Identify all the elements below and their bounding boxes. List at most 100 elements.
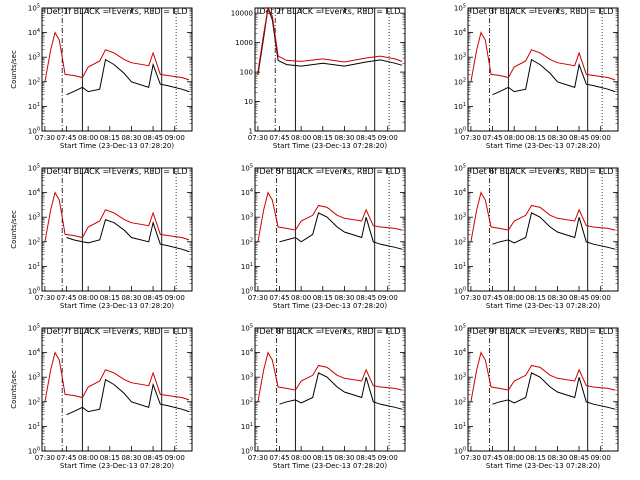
x-tick-label: 07:45 (269, 134, 289, 142)
plot-frame (41, 327, 193, 452)
chart-title: Det 5f BLACK = Events, RED = LLD (259, 167, 400, 176)
x-tick-label: 08:30 (121, 294, 141, 302)
x-tick-label: 08:00 (504, 134, 524, 142)
plot-frame (467, 327, 619, 452)
chart-panel-1: Det 1f BLACK = Events, RED = LLD 100 101 10… (10, 4, 193, 150)
x-tick-label: 09:00 (165, 454, 185, 462)
x-tick-label: 07:30 (461, 294, 481, 302)
y-tick-label: 100 (28, 447, 40, 456)
x-tick-label: 08:00 (291, 134, 311, 142)
y-tick-label: 10000 (231, 10, 253, 18)
chart-panel-8: Det 8f BLACK = Events, RED = LLD 100 101 10… (241, 324, 406, 470)
x-tick-label: 08:30 (547, 134, 567, 142)
chart-title: Det 7f BLACK = Events, RED = LLD (46, 327, 187, 336)
chart-panel-3: Det 3f BLACK = Events, RED = LLD 100 101 10… (454, 4, 619, 150)
y-tick-label: 101 (28, 102, 40, 111)
series-lld-line (470, 31, 616, 82)
series-events-line (66, 378, 190, 416)
chart-panel-2: Det 2f BLACK = Events, RED = LLD 1 10 100 10… (231, 6, 406, 150)
y-tick-label: 104 (454, 188, 466, 197)
y-tick-label: 104 (241, 188, 253, 197)
series-events-line (492, 372, 616, 410)
plot-frame (41, 167, 193, 292)
y-tick-label: 104 (28, 188, 40, 197)
x-tick-label: 08:30 (334, 294, 354, 302)
y-tick-label: 1 (249, 128, 253, 136)
series-lld-line (257, 191, 403, 242)
plot-frame (254, 327, 406, 452)
chart-panel-9: Det 9f BLACK = Events, RED = LLD 100 101 10… (454, 324, 619, 470)
plot-frame (467, 167, 619, 292)
y-tick-label: 104 (28, 348, 40, 357)
y-tick-label: 105 (28, 4, 40, 13)
x-tick-label: 07:45 (56, 134, 76, 142)
x-tick-label: 08:45 (356, 454, 376, 462)
x-tick-label: 08:15 (526, 294, 546, 302)
series-events-line (279, 372, 403, 410)
y-tick-label: 10 (244, 98, 253, 106)
y-tick-label: 103 (28, 373, 40, 382)
plot-frame (254, 167, 406, 292)
series-events-line (257, 7, 403, 75)
y-tick-label: 103 (241, 373, 253, 382)
y-tick-label: 103 (454, 53, 466, 62)
x-axis-label: Start Time (23-Dec-13 07:28:20) (60, 142, 174, 150)
series-events-line (492, 58, 616, 96)
y-tick-label: 101 (454, 102, 466, 111)
x-tick-label: 08:30 (547, 454, 567, 462)
chart-title: Det 4f BLACK = Events, RED = LLD (46, 167, 187, 176)
x-tick-label: 07:30 (35, 134, 55, 142)
y-tick-label: 102 (241, 237, 253, 246)
x-tick-label: 08:00 (291, 294, 311, 302)
chart-title: Det 8f BLACK = Events, RED = LLD (259, 327, 400, 336)
series-lld-line (44, 191, 190, 242)
chart-panel-5: Det 5f BLACK = Events, RED = LLD 100 101 10… (241, 164, 406, 310)
x-tick-label: 09:00 (378, 134, 398, 142)
x-tick-label: 08:15 (313, 134, 333, 142)
y-tick-label: 102 (454, 77, 466, 86)
x-axis-label: Start Time (23-Dec-13 07:28:20) (273, 142, 387, 150)
y-tick-label: 105 (28, 164, 40, 173)
x-tick-label: 08:00 (78, 134, 98, 142)
chart-panel-6: Det 6f BLACK = Events, RED = LLD 100 101 10… (454, 164, 619, 310)
plot-frame (254, 7, 406, 132)
x-tick-label: 07:30 (248, 454, 268, 462)
y-tick-label: 105 (454, 164, 466, 173)
x-tick-label: 07:45 (56, 454, 76, 462)
x-tick-label: 07:45 (482, 134, 502, 142)
x-tick-label: 09:00 (591, 454, 611, 462)
x-axis-label: Start Time (23-Dec-13 07:28:20) (273, 302, 387, 310)
x-tick-label: 09:00 (378, 294, 398, 302)
y-tick-label: 100 (241, 447, 253, 456)
y-tick-label: 101 (241, 262, 253, 271)
y-tick-label: 104 (28, 28, 40, 37)
y-tick-label: 102 (454, 397, 466, 406)
series-events-line (279, 212, 403, 250)
y-tick-label: 102 (28, 397, 40, 406)
series-lld-line (257, 6, 403, 73)
y-tick-label: 100 (240, 69, 253, 77)
y-tick-label: 105 (28, 324, 40, 333)
plot-frame (41, 7, 193, 132)
series-events-line (66, 218, 190, 253)
y-tick-label: 103 (28, 213, 40, 222)
y-tick-label: 101 (454, 422, 466, 431)
x-tick-label: 08:15 (100, 134, 120, 142)
x-tick-label: 08:15 (526, 134, 546, 142)
y-tick-label: 104 (454, 348, 466, 357)
x-tick-label: 08:15 (313, 294, 333, 302)
y-tick-label: 1000 (235, 39, 253, 47)
series-lld-line (44, 351, 190, 402)
x-tick-label: 08:45 (143, 294, 163, 302)
x-tick-label: 08:30 (334, 454, 354, 462)
series-events-line (492, 212, 616, 250)
x-axis-label: Start Time (23-Dec-13 07:28:20) (60, 462, 174, 470)
x-tick-label: 07:30 (461, 454, 481, 462)
y-axis-label: Counts/sec (10, 210, 18, 249)
x-tick-label: 08:45 (569, 134, 589, 142)
chart-title: Det 1f BLACK = Events, RED = LLD (46, 7, 187, 16)
x-tick-label: 08:15 (526, 454, 546, 462)
x-tick-label: 08:00 (78, 454, 98, 462)
y-tick-label: 100 (28, 287, 40, 296)
